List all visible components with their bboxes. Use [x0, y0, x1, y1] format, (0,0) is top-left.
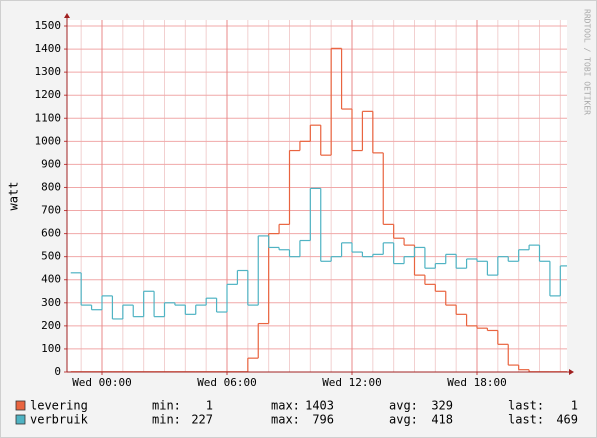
stat-value: 1403 [305, 399, 334, 413]
grid [67, 20, 567, 373]
x-tick-label: Wed 12:00 [322, 376, 382, 389]
x-axis-arrow [569, 369, 574, 375]
stat-label: min: [152, 413, 181, 427]
side-label: RRDTOOL / TOBI OETIKER [583, 9, 592, 115]
stat-label: max: [271, 413, 300, 427]
stat-value: 329 [431, 399, 453, 413]
step-connector [247, 48, 530, 372]
y-tick-label: 700 [41, 204, 61, 217]
y-tick-label: 300 [41, 296, 61, 309]
legend-label: levering [30, 399, 88, 413]
x-tick-label: Wed 00:00 [72, 376, 132, 389]
legend-swatch [15, 414, 26, 425]
stat-value: 796 [312, 413, 334, 427]
y-axis-arrow [64, 13, 70, 18]
y-tick-label: 1300 [35, 65, 62, 78]
stat-label: max: [271, 399, 300, 413]
y-tick-label: 1100 [35, 111, 62, 124]
marks [70, 47, 567, 373]
x-tick-label: Wed 06:00 [197, 376, 257, 389]
step-connector [80, 188, 561, 319]
y-tick-label: 800 [41, 180, 61, 193]
plot-area [67, 20, 567, 372]
y-axis-label: watt [7, 182, 21, 211]
stat-label: avg: [389, 399, 418, 413]
legend-swatch [15, 400, 26, 411]
y-tick-label: 1500 [35, 19, 62, 32]
legend: levering min: 1 max: 1403 avg: 329 last: 1 verbru… [15, 399, 578, 427]
y-tick-label: 1200 [35, 88, 62, 101]
x-tick-label: Wed 18:00 [447, 376, 507, 389]
y-tick-label: 200 [41, 319, 61, 332]
y-tick-label: 900 [41, 157, 61, 170]
stat-label: last: [508, 413, 544, 427]
y-tick-label: 500 [41, 250, 61, 263]
y-tick-label: 400 [41, 273, 61, 286]
stat-label: last: [508, 399, 544, 413]
y-tick-label: 1400 [35, 42, 62, 55]
y-tick-label: 600 [41, 227, 61, 240]
stat-value: 227 [191, 413, 213, 427]
stat-value: 1 [571, 399, 578, 413]
stat-value: 418 [431, 413, 453, 427]
stat-value: 1 [206, 399, 213, 413]
stat-label: min: [152, 399, 181, 413]
legend-label: verbruik [30, 413, 89, 427]
stat-value: 469 [556, 413, 578, 427]
stat-label: avg: [389, 413, 418, 427]
y-tick-label: 0 [54, 365, 61, 378]
y-tick-label: 1000 [35, 134, 62, 147]
axes: 0 100 200 300 400 500 600 700 800 900 1000 1100 1200… [35, 13, 574, 389]
y-tick-label: 100 [41, 342, 61, 355]
